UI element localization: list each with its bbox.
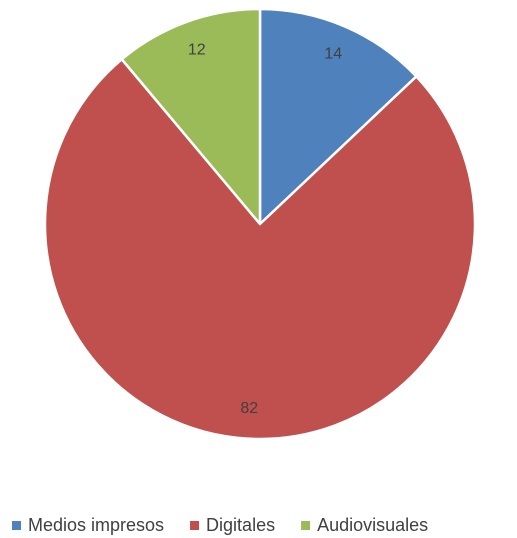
- legend-label-medios-impresos: Medios impresos: [28, 515, 164, 535]
- legend-item-medios-impresos: Medios impresos: [12, 515, 164, 535]
- legend-item-digitales: Digitales: [190, 515, 275, 535]
- legend-swatch-audiovisuales: [301, 521, 311, 530]
- legend-item-audiovisuales: Audiovisuales: [301, 515, 428, 535]
- legend-swatch-digitales: [190, 521, 200, 530]
- legend: Medios impresos Digitales Audiovisuales: [12, 515, 428, 535]
- legend-swatch-medios-impresos: [12, 521, 21, 530]
- data-label-audiovisuales: 12: [188, 41, 206, 58]
- pie-slices: [43, 7, 477, 441]
- pie-data-labels: 14 82 12: [188, 41, 342, 416]
- pie-slice-audiovisuales: [120, 7, 262, 226]
- data-label-digitales: 82: [240, 400, 258, 417]
- legend-label-digitales: Digitales: [206, 515, 275, 535]
- legend-label-audiovisuales: Audiovisuales: [317, 515, 428, 535]
- pie-slice-digitales: [43, 58, 477, 441]
- data-label-medios-impresos: 14: [324, 45, 342, 62]
- pie-slice-medios-impresos: [258, 7, 418, 226]
